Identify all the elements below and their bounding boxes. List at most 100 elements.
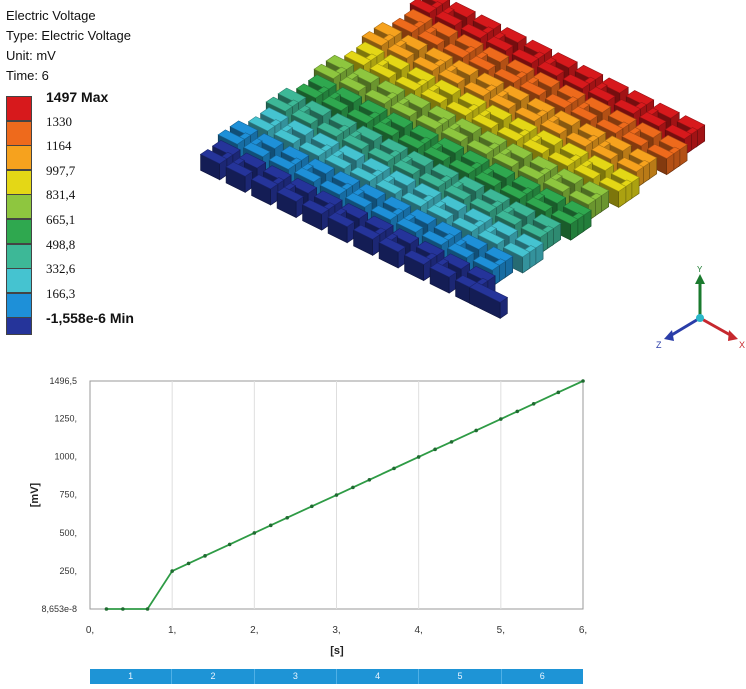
data-point <box>499 417 503 421</box>
y-axis-head <box>695 274 705 284</box>
data-point <box>449 440 454 444</box>
x-tick-label: 3, <box>332 625 340 636</box>
data-point <box>556 390 561 395</box>
legend-entry: 831,4 <box>6 187 196 220</box>
data-point <box>416 455 421 459</box>
data-point <box>121 607 125 611</box>
data-point <box>104 607 109 611</box>
model-block <box>352 224 381 256</box>
legend-value-label: 166,3 <box>46 285 76 301</box>
x-axis-ticks: 0, 1, 2, 3, 4, 5, 6, <box>86 625 587 636</box>
legend-color-swatch <box>6 218 32 244</box>
data-point <box>227 542 232 547</box>
time-step-segment[interactable]: 6 <box>501 669 583 684</box>
legend-entry: 997,7 <box>6 162 196 195</box>
data-point <box>515 409 520 414</box>
data-point <box>531 401 536 406</box>
x-tick-label: 1, <box>168 625 176 636</box>
data-point <box>581 379 585 383</box>
result-title: Electric Voltage <box>6 8 96 23</box>
legend-entry: 665,1 <box>6 211 196 244</box>
legend-entry: 1497 Max <box>6 89 196 121</box>
legend-value-label: 1497 Max <box>46 89 109 105</box>
legend-color-swatch <box>6 268 32 294</box>
legend-value-label: 1164 <box>46 138 72 154</box>
data-point <box>252 531 257 535</box>
y-axis-label: Y <box>697 265 703 274</box>
legend-value-label: 498,8 <box>46 236 76 252</box>
y-tick-label: 1496,5 <box>49 376 77 386</box>
y-axis-title: [mV] <box>29 482 41 507</box>
y-tick-label: 1250, <box>54 414 77 424</box>
voltage-series-line <box>106 380 584 610</box>
legend-entry: 1164 <box>6 138 196 171</box>
data-point <box>367 478 372 482</box>
data-point <box>310 504 314 509</box>
result-type: Type: Electric Voltage <box>6 28 132 43</box>
model-block <box>276 186 304 219</box>
x-tick-label: 0, <box>86 625 94 636</box>
x-tick-label: 2, <box>250 625 258 636</box>
data-point <box>203 554 207 558</box>
legend-entry: 1330 <box>6 113 196 146</box>
data-point <box>186 561 191 566</box>
z-axis-label: Z <box>656 340 662 350</box>
model-viewport[interactable] <box>185 0 746 356</box>
result-unit: Unit: mV <box>6 48 56 63</box>
y-axis-ticks: 8,653e-8 250, 500, 750, 1000, 1250, 1496,5 <box>41 376 77 614</box>
z-axis-head <box>664 330 674 341</box>
model-block <box>301 199 330 231</box>
data-point <box>433 447 437 452</box>
x-axis-head <box>728 330 738 341</box>
legend-entry: 332,6 <box>6 261 196 294</box>
y-tick-label: 750, <box>59 490 77 500</box>
legend-color-swatch <box>6 243 32 269</box>
result-time: Time: 6 <box>6 68 49 83</box>
x-axis-title: [s] <box>330 645 344 657</box>
model-block <box>250 174 279 206</box>
legend-value-label: 997,7 <box>46 162 76 178</box>
time-step-segment[interactable]: 4 <box>336 669 420 684</box>
legend-entry: 498,8 <box>6 236 196 269</box>
time-step-segment[interactable]: 3 <box>254 669 337 684</box>
legend-color-swatch <box>6 145 32 171</box>
legend-entry: -1,558e-6 Min <box>6 310 196 336</box>
legend-entry: 166,3 <box>6 285 196 318</box>
model-block <box>327 212 355 244</box>
legend-color-swatch <box>6 292 32 318</box>
model-block <box>403 249 432 282</box>
time-step-segment[interactable]: 5 <box>419 669 502 684</box>
z-axis-arrow <box>669 316 701 338</box>
data-point <box>170 569 174 573</box>
legend-value-label: -1,558e-6 Min <box>46 310 134 327</box>
data-point <box>351 485 355 490</box>
x-axis-arrow <box>699 316 733 338</box>
legend-color-swatch <box>6 96 32 121</box>
x-tick-label: 6, <box>579 625 587 636</box>
y-tick-label: 8,653e-8 <box>41 604 77 614</box>
time-step-segment[interactable]: 1 <box>90 669 173 684</box>
time-step-segment[interactable]: 2 <box>172 669 255 684</box>
legend-color-swatch <box>6 120 32 146</box>
voltage-series-points <box>104 379 585 611</box>
legend-color-swatch <box>6 317 32 336</box>
axis-triad[interactable]: Y X Z <box>650 262 746 352</box>
x-tick-label: 4, <box>414 625 422 636</box>
legend-value-label: 1330 <box>46 113 72 129</box>
y-tick-label: 500, <box>59 528 77 538</box>
legend-value-label: 831,4 <box>46 187 76 203</box>
x-axis-label: X <box>739 340 745 350</box>
triad-origin <box>696 314 704 322</box>
model-block <box>469 281 508 319</box>
result-legend: Electric Voltage Type: Electric Voltage … <box>6 6 196 336</box>
y-tick-label: 1000, <box>54 452 77 462</box>
model-block <box>199 149 228 181</box>
model-block <box>378 237 406 269</box>
legend-color-scale[interactable]: 1497 Max 1330 1164 997,7 831,4 665,1 498,8 332,… <box>6 89 196 336</box>
legend-value-label: 665,1 <box>46 211 76 227</box>
voltage-time-chart[interactable]: 8,653e-8 250, 500, 750, 1000, 1250, 1496,5 0, 1… <box>0 360 746 665</box>
data-point <box>268 523 273 528</box>
y-tick-label: 250, <box>59 566 77 576</box>
legend-value-label: 332,6 <box>46 261 76 277</box>
